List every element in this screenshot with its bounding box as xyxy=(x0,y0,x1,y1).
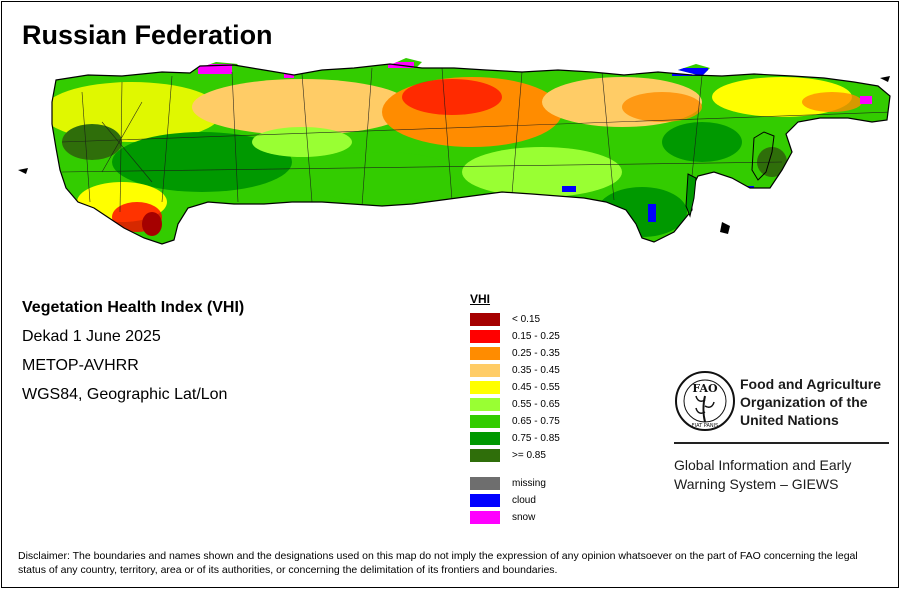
legend-label: 0.65 - 0.75 xyxy=(512,416,560,427)
legend-class-item: 0.55 - 0.65 xyxy=(470,396,560,413)
legend-swatch xyxy=(470,364,500,377)
vhi-map xyxy=(18,58,891,245)
legend-label: 0.25 - 0.35 xyxy=(512,348,560,359)
fao-name-line-3: United Nations xyxy=(740,412,839,428)
legend-other: missing cloud snow xyxy=(470,475,560,526)
index-name: Vegetation Health Index (VHI) xyxy=(22,299,245,316)
period-label: Dekad 1 June 2025 xyxy=(22,328,161,345)
sensor-label: METOP-AVHRR xyxy=(22,357,139,374)
legend-class-item: 0.15 - 0.25 xyxy=(470,328,560,345)
legend-title: VHI xyxy=(470,292,491,306)
fao-logo-icon: FAO FIAT PANIS xyxy=(675,371,735,431)
legend-other-item: cloud xyxy=(470,492,560,509)
fao-logo-block: FAO FIAT PANIS Food and Agriculture Orga… xyxy=(674,370,881,437)
legend-class-item: 0.35 - 0.45 xyxy=(470,362,560,379)
fao-name: Food and Agriculture Organization of the… xyxy=(740,375,881,429)
legend-label: 0.35 - 0.45 xyxy=(512,365,560,376)
map-info: Vegetation Health Index (VHI) Dekad 1 Ju… xyxy=(22,298,244,414)
legend-class-item: >= 0.85 xyxy=(470,447,560,464)
vhi-legend: VHI < 0.15 0.15 - 0.25 0.25 - 0.35 0.35 - 0… xyxy=(470,292,560,526)
disclaimer: Disclaimer: The boundaries and names sho… xyxy=(18,550,858,576)
fao-name-line-2: Organization of the xyxy=(740,394,868,410)
legend-label: snow xyxy=(512,512,536,523)
fao-name-line-1: Food and Agriculture xyxy=(740,376,882,392)
legend-swatch xyxy=(470,330,500,343)
legend-swatch xyxy=(470,449,500,462)
legend-swatch xyxy=(470,432,500,445)
legend-class-item: 0.25 - 0.35 xyxy=(470,345,560,362)
legend-class-item: 0.45 - 0.55 xyxy=(470,379,560,396)
legend-swatch xyxy=(470,398,500,411)
page-title: Russian Federation xyxy=(22,20,273,50)
fao-logo-letters: FAO xyxy=(692,382,718,395)
legend-swatch xyxy=(470,313,500,326)
giews-line-2: Warning System – GIEWS xyxy=(674,476,839,492)
legend-class-item: < 0.15 xyxy=(470,311,560,328)
legend-label: cloud xyxy=(512,495,536,506)
legend-label: 0.55 - 0.65 xyxy=(512,399,560,410)
legend-class-item: 0.65 - 0.75 xyxy=(470,413,560,430)
giews-line-1: Global Information and Early xyxy=(674,457,852,473)
legend-swatch xyxy=(470,477,500,490)
logo-divider xyxy=(674,442,889,444)
giews-name: Global Information and Early Warning Sys… xyxy=(674,456,851,494)
legend-swatch xyxy=(470,415,500,428)
legend-other-item: missing xyxy=(470,475,560,492)
legend-classes: < 0.15 0.15 - 0.25 0.25 - 0.35 0.35 - 0.45 0… xyxy=(470,311,560,464)
legend-label: 0.15 - 0.25 xyxy=(512,331,560,342)
legend-swatch xyxy=(470,494,500,507)
legend-swatch xyxy=(470,347,500,360)
fao-logo-motto: FIAT PANIS xyxy=(692,423,719,429)
projection-label: WGS84, Geographic Lat/Lon xyxy=(22,386,228,403)
legend-label: 0.45 - 0.55 xyxy=(512,382,560,393)
legend-label: < 0.15 xyxy=(512,314,541,325)
legend-class-item: 0.75 - 0.85 xyxy=(470,430,560,447)
legend-label: 0.75 - 0.85 xyxy=(512,433,560,444)
legend-label: missing xyxy=(512,478,546,489)
legend-label: >= 0.85 xyxy=(512,450,546,461)
legend-other-item: snow xyxy=(470,509,560,526)
legend-swatch xyxy=(470,511,500,524)
legend-swatch xyxy=(470,381,500,394)
